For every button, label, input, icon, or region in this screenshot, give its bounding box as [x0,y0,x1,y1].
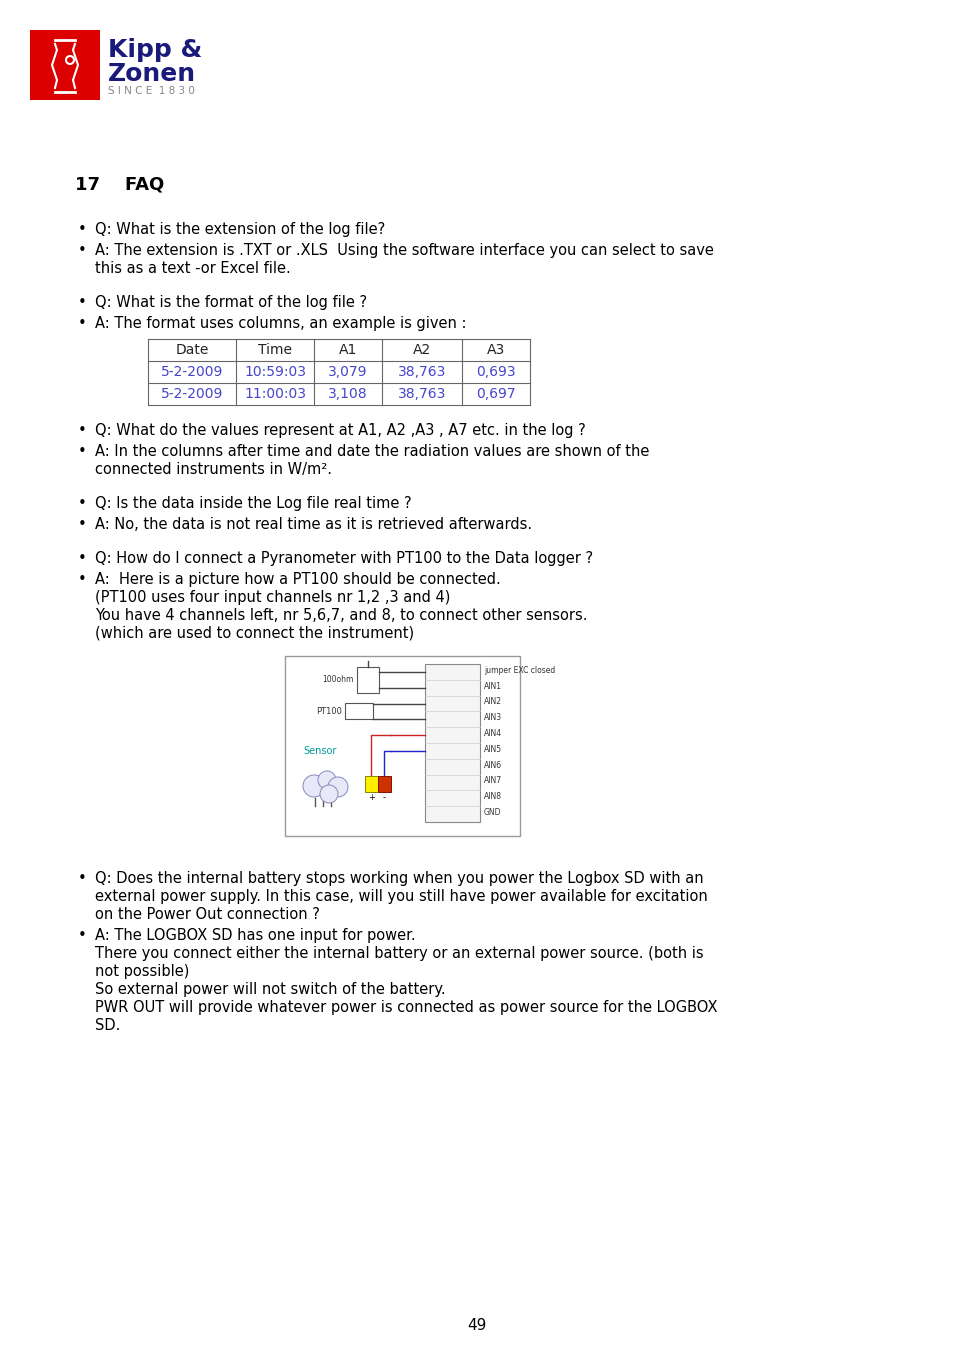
Text: •: • [78,551,87,566]
Bar [285,657,519,836]
Text: GND: GND [483,808,501,817]
Text: A: The format uses columns, an example is given :: A: The format uses columns, an example i… [95,316,466,331]
Text: 0,697: 0,697 [476,386,516,401]
Text: Zonen: Zonen [108,62,196,86]
Text: A3: A3 [486,343,504,357]
Text: You have 4 channels left, nr 5,6,7, and 8, to connect other sensors.: You have 4 channels left, nr 5,6,7, and … [95,608,587,623]
Text: AIN5: AIN5 [483,744,501,754]
Text: Q: What is the format of the log file ?: Q: What is the format of the log file ? [95,295,367,309]
Text: PWR OUT will provide whatever power is connected as power source for the LOGBOX: PWR OUT will provide whatever power is c… [95,1000,717,1015]
Text: •: • [78,496,87,511]
Text: external power supply. In this case, will you still have power available for exc: external power supply. In this case, wil… [95,889,707,904]
Text: 5-2-2009: 5-2-2009 [161,386,223,401]
Text: A: The extension is .TXT or .XLS  Using the software interface you can select to: A: The extension is .TXT or .XLS Using t… [95,243,713,258]
Text: Q: Does the internal battery stops working when you power the Logbox SD with an: Q: Does the internal battery stops worki… [95,871,703,886]
Text: 11:00:03: 11:00:03 [244,386,306,401]
Text: AIN3: AIN3 [483,713,501,723]
Text: •: • [78,517,87,532]
Text: AIN4: AIN4 [483,730,501,738]
Text: There you connect either the internal battery or an external power source. (both: There you connect either the internal ba… [95,946,703,961]
Text: Q: What is the extension of the log file?: Q: What is the extension of the log file… [95,222,385,236]
Text: •: • [78,871,87,886]
Text: not possible): not possible) [95,965,190,979]
Text: 100ohm: 100ohm [322,676,354,685]
Text: Q: What do the values represent at A1, A2 ,A3 , A7 etc. in the log ?: Q: What do the values represent at A1, A… [95,423,585,438]
Text: 0,693: 0,693 [476,365,516,380]
Text: AIN1: AIN1 [483,682,501,690]
Text: Q: Is the data inside the Log file real time ?: Q: Is the data inside the Log file real … [95,496,411,511]
Bar [377,775,391,792]
Text: +: + [368,793,375,802]
Text: A1: A1 [338,343,356,357]
Text: •: • [78,444,87,459]
Text: 38,763: 38,763 [397,386,446,401]
Text: SD.: SD. [95,1019,120,1034]
Text: •: • [78,295,87,309]
Text: S I N C E  1 8 3 0: S I N C E 1 8 3 0 [108,86,194,96]
Text: Time: Time [257,343,292,357]
Text: (which are used to connect the instrument): (which are used to connect the instrumen… [95,626,414,640]
Text: 49: 49 [467,1319,486,1333]
Bar [365,775,377,792]
Text: (PT100 uses four input channels nr 1,2 ,3 and 4): (PT100 uses four input channels nr 1,2 ,… [95,590,450,605]
Text: AIN7: AIN7 [483,777,501,785]
Circle shape [328,777,348,797]
Text: connected instruments in W/m².: connected instruments in W/m². [95,462,332,477]
Text: -: - [382,793,386,802]
Text: PT100: PT100 [315,707,341,716]
Text: 10:59:03: 10:59:03 [244,365,306,380]
Text: on the Power Out connection ?: on the Power Out connection ? [95,907,319,921]
Text: Sensor: Sensor [303,746,336,757]
Text: this as a text -or Excel file.: this as a text -or Excel file. [95,261,291,276]
Text: AIN2: AIN2 [483,697,501,707]
Bar [356,667,378,693]
Circle shape [317,771,335,789]
Text: AIN8: AIN8 [483,792,501,801]
Circle shape [303,775,325,797]
Text: •: • [78,423,87,438]
Text: Date: Date [175,343,209,357]
Bar [30,30,100,100]
Circle shape [319,785,337,802]
Text: A: No, the data is not real time as it is retrieved afterwards.: A: No, the data is not real time as it i… [95,517,532,532]
Bar [345,704,373,719]
Text: 3,108: 3,108 [328,386,368,401]
Text: Q: How do I connect a Pyranometer with PT100 to the Data logger ?: Q: How do I connect a Pyranometer with P… [95,551,593,566]
Text: 38,763: 38,763 [397,365,446,380]
Text: 5-2-2009: 5-2-2009 [161,365,223,380]
Text: 17    FAQ: 17 FAQ [75,176,164,193]
Text: A: In the columns after time and date the radiation values are shown of the: A: In the columns after time and date th… [95,444,649,459]
Text: Kipp &: Kipp & [108,38,202,62]
Text: •: • [78,316,87,331]
Text: •: • [78,243,87,258]
Text: A2: A2 [413,343,431,357]
Text: •: • [78,928,87,943]
Text: AIN6: AIN6 [483,761,501,770]
Text: 3,079: 3,079 [328,365,367,380]
Text: jumper EXC closed: jumper EXC closed [483,666,555,674]
Text: A: The LOGBOX SD has one input for power.: A: The LOGBOX SD has one input for power… [95,928,416,943]
Text: A:  Here is a picture how a PT100 should be connected.: A: Here is a picture how a PT100 should … [95,571,500,586]
Bar [424,663,479,821]
Text: So external power will not switch of the battery.: So external power will not switch of the… [95,982,445,997]
Text: •: • [78,222,87,236]
Text: •: • [78,571,87,586]
